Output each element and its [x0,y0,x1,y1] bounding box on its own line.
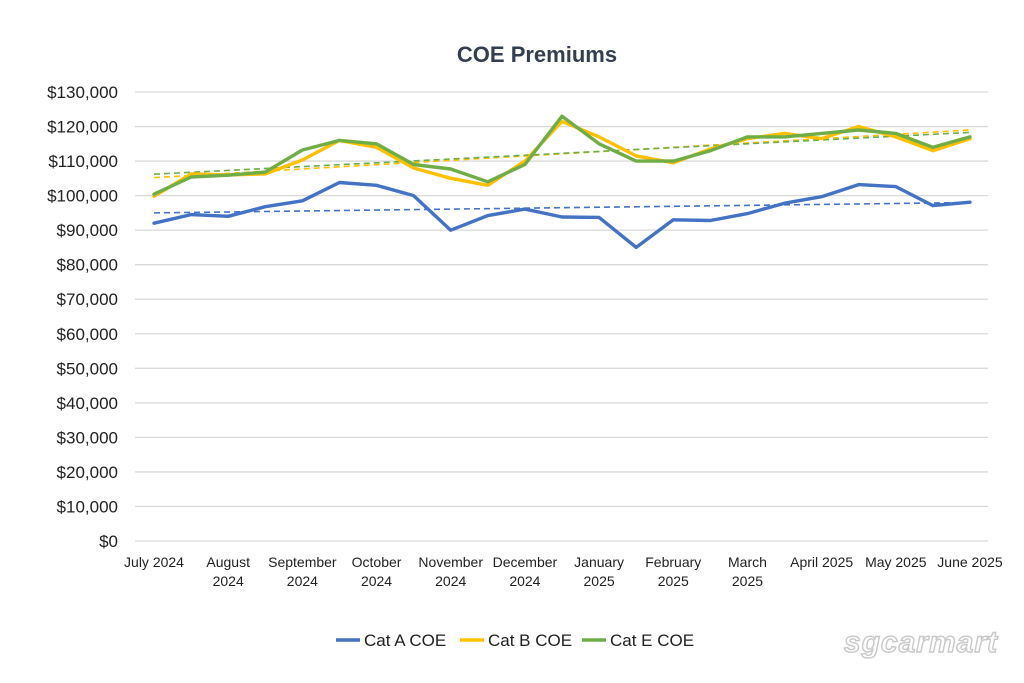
x-tick-label: October 2024 [352,554,402,589]
trendline-cat-b-coe [153,129,971,179]
x-tick-label: August 2024 [206,554,250,589]
y-tick-label: $10,000 [57,497,118,516]
x-tick-label: January 2025 [574,554,624,589]
series-line-cat-e-coe [152,114,972,196]
trendline-cat-e-coe [153,131,971,176]
y-tick-label: $0 [99,532,118,551]
series-line-cat-b-coe [152,119,972,199]
trendlines [153,129,971,214]
y-tick-label: $100,000 [47,187,118,206]
y-tick-label: $20,000 [57,463,118,482]
x-tick-label: June 2025 [937,554,1003,570]
x-tick-label: February 2025 [645,554,701,589]
x-axis-tick-labels: July 2024 August 2024 September 2024 October 2… [124,554,1003,589]
x-tick-label: March 2025 [728,554,767,589]
y-tick-label: $90,000 [57,221,118,240]
x-tick-label: November 2024 [418,554,483,589]
chart-title: COE Premiums [457,42,617,67]
x-tick-label: May 2025 [865,554,927,570]
x-tick-label: April 2025 [790,554,853,570]
series-line-cat-a-coe [152,180,972,250]
sgcarmart-watermark: sgcarmart [844,626,999,659]
x-tick-label: December 2024 [493,554,558,589]
y-tick-label: $50,000 [57,359,118,378]
legend-label: Cat B COE [488,631,572,650]
y-axis-tick-labels: $0 $10,000 $20,000 $30,000 $40,000 $50,000 $60… [47,83,118,551]
trendline-cat-a-coe [153,201,971,214]
x-tick-label: September 2024 [268,554,337,589]
y-tick-label: $120,000 [47,118,118,137]
y-tick-label: $60,000 [57,325,118,344]
y-tick-label: $110,000 [48,152,118,171]
y-tick-label: $40,000 [57,394,118,413]
y-tick-label: $30,000 [57,428,118,447]
x-tick-label: July 2024 [124,554,184,570]
y-tick-label: $80,000 [57,256,118,275]
legend-label: Cat A COE [364,631,446,650]
y-tick-label: $70,000 [57,290,118,309]
legend-label: Cat E COE [610,631,694,650]
series-lines [152,114,972,250]
legend: Cat A COE Cat B COE Cat E COE [336,631,694,650]
y-tick-label: $130,000 [47,83,118,102]
gridlines [135,91,988,542]
